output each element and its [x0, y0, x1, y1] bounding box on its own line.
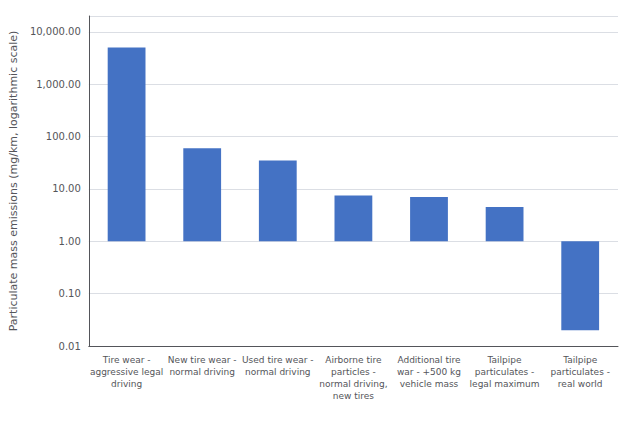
svg-text:particulates -: particulates - — [475, 367, 535, 377]
svg-text:Tire wear -: Tire wear - — [102, 355, 151, 365]
svg-text:0.10: 0.10 — [59, 288, 81, 299]
svg-text:particles -: particles - — [331, 367, 376, 377]
svg-text:particulates -: particulates - — [550, 367, 610, 377]
svg-text:0.01: 0.01 — [59, 341, 81, 352]
svg-text:10.00: 10.00 — [52, 183, 81, 194]
svg-text:10,000.00: 10,000.00 — [30, 26, 81, 37]
svg-text:Additional tire: Additional tire — [397, 355, 461, 365]
svg-text:Tailpipe: Tailpipe — [562, 355, 597, 365]
svg-text:Tailpipe: Tailpipe — [487, 355, 522, 365]
svg-text:vehicle mass: vehicle mass — [400, 379, 459, 389]
svg-text:normal driving: normal driving — [169, 367, 235, 377]
svg-text:normal driving: normal driving — [245, 367, 311, 377]
svg-text:1,000.00: 1,000.00 — [36, 79, 81, 90]
svg-text:New tire wear -: New tire wear - — [168, 355, 237, 365]
svg-text:aggressive legal: aggressive legal — [90, 367, 163, 377]
svg-text:100.00: 100.00 — [46, 131, 81, 142]
svg-text:new tires: new tires — [333, 391, 375, 401]
svg-text:1.00: 1.00 — [59, 236, 81, 247]
svg-text:driving: driving — [111, 379, 142, 389]
svg-text:Airborne tire: Airborne tire — [325, 355, 382, 365]
svg-text:real world: real world — [558, 379, 603, 389]
svg-text:Particulate mass emissions (mg: Particulate mass emissions (mg/km, logar… — [7, 31, 20, 332]
svg-text:Used tire wear -: Used tire wear - — [242, 355, 314, 365]
svg-text:normal driving,: normal driving, — [319, 379, 387, 389]
svg-text:legal maximum: legal maximum — [470, 379, 540, 389]
svg-text:war - +500 kg: war - +500 kg — [397, 367, 461, 377]
